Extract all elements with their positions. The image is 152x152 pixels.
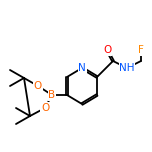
Text: N: N	[78, 63, 86, 73]
Text: B: B	[48, 90, 56, 100]
Text: O: O	[34, 81, 42, 91]
Text: O: O	[103, 45, 111, 55]
Text: O: O	[41, 103, 49, 113]
Text: F: F	[138, 45, 144, 55]
Text: NH: NH	[119, 63, 135, 73]
